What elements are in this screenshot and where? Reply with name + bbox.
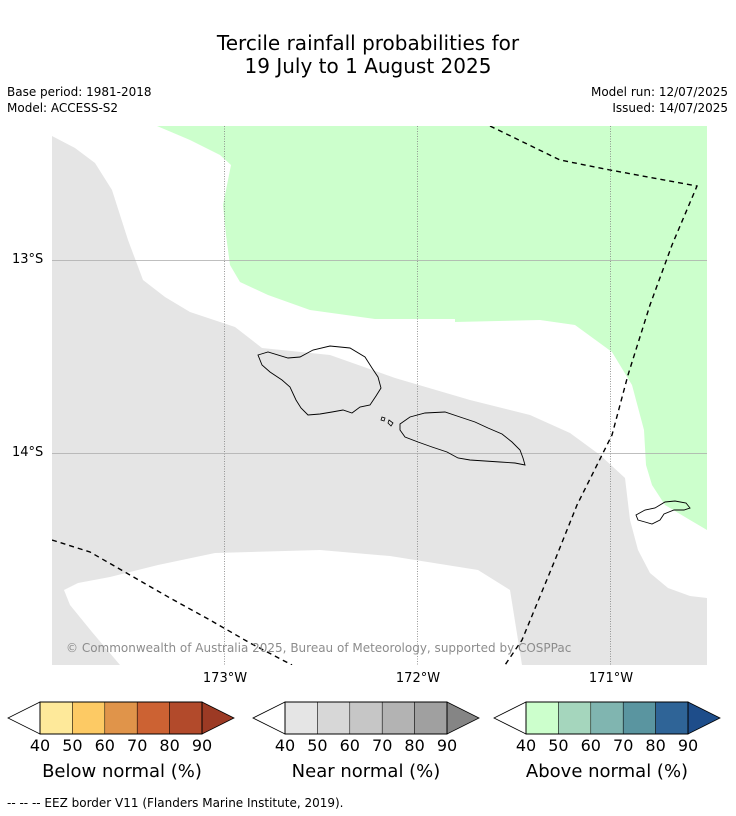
below-normal-swatch-40 xyxy=(39,701,73,735)
eez-footnote: -- -- -- EEZ border V11 (Flanders Marine… xyxy=(7,796,344,810)
near-normal-tick-90: 90 xyxy=(436,736,458,755)
above-normal-tick-70: 70 xyxy=(613,736,634,755)
eez-border xyxy=(52,126,698,665)
below-normal-swatch-under xyxy=(7,701,41,735)
above-normal-tick-80: 80 xyxy=(645,736,666,755)
above-normal-tick-90: 90 xyxy=(677,736,699,755)
near-normal-swatch-80 xyxy=(414,701,448,735)
colorbar-below-normal xyxy=(7,701,235,735)
above-normal-swatch-over xyxy=(687,701,721,735)
legend-title-above-normal: Above normal (%) xyxy=(525,761,689,782)
near-normal-swatch-under xyxy=(252,701,286,735)
near-normal-outline xyxy=(284,701,448,735)
model-run-text: Model run: 12/07/2025 xyxy=(590,85,728,99)
above-normal-tick-50: 50 xyxy=(548,736,569,755)
lat-label-14s: 14°S xyxy=(12,445,44,460)
above-normal-swatch-40 xyxy=(525,701,559,735)
near-normal-tick-50: 50 xyxy=(307,736,328,755)
apolima-islet xyxy=(380,416,386,422)
above-normal-tick-60: 60 xyxy=(580,736,601,755)
near-normal-tick-80: 80 xyxy=(404,736,425,755)
near-normal-tick-70: 70 xyxy=(372,736,393,755)
above-normal-swatch-60 xyxy=(590,701,624,735)
copyright-text: © Commonwealth of Australia 2025, Bureau… xyxy=(66,641,572,655)
colorbar-near-normal xyxy=(252,701,480,735)
near-normal-swatch-60 xyxy=(349,701,383,735)
savaii-island xyxy=(257,345,382,416)
below-normal-outline xyxy=(39,701,203,735)
below-normal-swatch-over xyxy=(201,701,235,735)
meta-left: Base period: 1981-2018 Model: ACCESS-S2 xyxy=(7,84,152,116)
above-normal-area xyxy=(157,126,707,530)
above-normal-swatch-70 xyxy=(622,701,656,735)
lon-label-172w: 172°W xyxy=(395,671,441,686)
lon-label-173w: 173°W xyxy=(202,671,248,686)
below-normal-tick-80: 80 xyxy=(159,736,180,755)
legend-title-near-normal: Near normal (%) xyxy=(291,761,441,782)
above-normal-outline xyxy=(525,701,689,735)
near-normal-swatch-50 xyxy=(317,701,351,735)
below-normal-swatch-70 xyxy=(136,701,170,735)
below-normal-tick-90: 90 xyxy=(191,736,213,755)
near-normal-swatch-over xyxy=(446,701,480,735)
manono-islet xyxy=(387,419,394,427)
below-normal-tick-70: 70 xyxy=(127,736,148,755)
near-normal-tick-60: 60 xyxy=(339,736,360,755)
below-normal-tick-50: 50 xyxy=(62,736,83,755)
near-normal-swatch-70 xyxy=(381,701,415,735)
below-normal-tick-40: 40 xyxy=(29,736,51,755)
legend-title-below-normal: Below normal (%) xyxy=(42,761,202,782)
below-normal-tick-60: 60 xyxy=(94,736,115,755)
base-period-text: Base period: 1981-2018 xyxy=(7,85,152,99)
upolu-island xyxy=(399,411,526,466)
below-normal-swatch-50 xyxy=(72,701,106,735)
map-title-line1: Tercile rainfall probabilities for xyxy=(216,31,520,55)
near-normal-swatch-40 xyxy=(284,701,318,735)
near-normal-tick-40: 40 xyxy=(274,736,296,755)
above-normal-swatch-50 xyxy=(558,701,592,735)
issued-text: Issued: 14/07/2025 xyxy=(612,101,728,115)
model-text: Model: ACCESS-S2 xyxy=(7,101,119,115)
below-normal-swatch-60 xyxy=(104,701,138,735)
above-normal-tick-40: 40 xyxy=(515,736,537,755)
meta-right: Model run: 12/07/2025 Issued: 14/07/2025 xyxy=(591,84,728,116)
above-normal-swatch-under xyxy=(493,701,527,735)
near-normal-area xyxy=(52,136,707,665)
lon-label-171w: 171°W xyxy=(588,671,634,686)
below-normal-swatch-80 xyxy=(169,701,203,735)
above-normal-swatch-80 xyxy=(655,701,689,735)
lat-label-13s: 13°S xyxy=(12,252,44,267)
colorbar-above-normal xyxy=(493,701,721,735)
tutuila-island xyxy=(635,500,691,525)
map-title-line2: 19 July to 1 August 2025 xyxy=(244,54,492,78)
